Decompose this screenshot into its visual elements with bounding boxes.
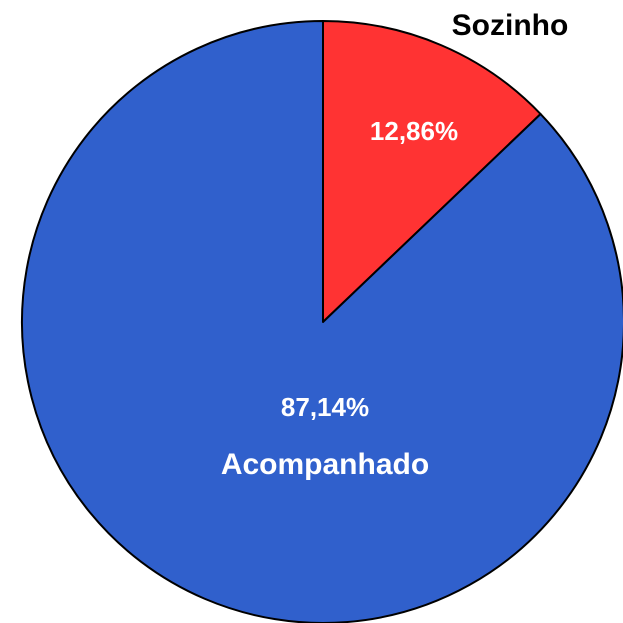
- pie-slice: [322, 20, 542, 323]
- slice-category-label: Acompanhado: [221, 448, 429, 481]
- slice-value-label: 87,14%: [281, 392, 369, 422]
- slice-category-label: Sozinho: [452, 9, 569, 42]
- slice-value-label: 12,86%: [370, 116, 458, 146]
